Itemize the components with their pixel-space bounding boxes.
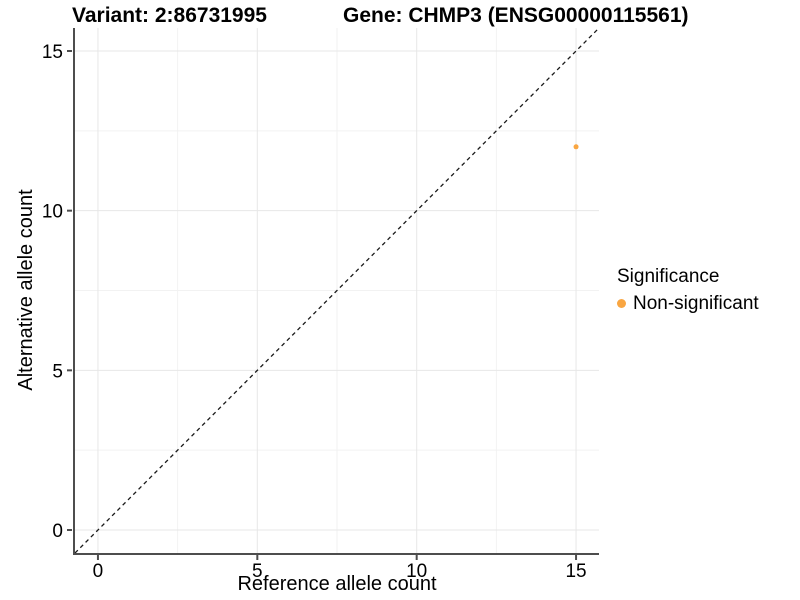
x-axis-title: Reference allele count <box>237 573 437 595</box>
legend-item-label: Non-significant <box>633 293 759 314</box>
plot-title-gene: Gene: CHMP3 (ENSG00000115561) <box>343 4 689 27</box>
y-tick-label: 0 <box>52 521 63 542</box>
plot-title-variant: Variant: 2:86731995 <box>72 4 267 27</box>
legend-title: Significance <box>617 266 720 287</box>
identity-line <box>74 27 600 554</box>
x-tick-label: 0 <box>93 561 104 582</box>
y-axis-title: Alternative allele count <box>15 189 37 391</box>
data-points <box>573 144 579 150</box>
legend-item-non-significant: Non-significant <box>617 292 759 315</box>
x-tick-label: 5 <box>252 561 263 582</box>
x-tick-label: 15 <box>565 561 586 582</box>
y-tick-label: 10 <box>42 202 63 223</box>
identity-reference-line <box>74 27 600 554</box>
legend: Significance Non-significant <box>617 265 759 315</box>
data-point <box>573 144 579 150</box>
y-tick-label: 15 <box>42 42 63 63</box>
x-tick-label: 10 <box>406 561 427 582</box>
y-tick-label: 5 <box>52 361 63 382</box>
gridlines <box>75 28 599 553</box>
legend-point-swatch <box>617 299 626 308</box>
axes: 0 5 10 15 0 5 10 15 <box>42 28 599 582</box>
